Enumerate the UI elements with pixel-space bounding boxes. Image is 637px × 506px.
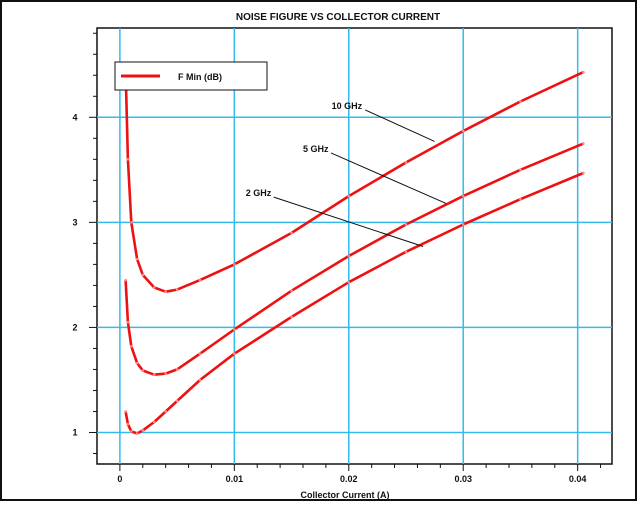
x-tick-label: 0.03	[454, 474, 472, 484]
data-point-2-ghz	[164, 410, 167, 413]
data-point-5-ghz	[519, 168, 522, 172]
data-point-10-ghz	[347, 194, 351, 198]
data-point-5-ghz	[198, 352, 202, 355]
data-point-2-ghz	[290, 315, 293, 319]
data-point-10-ghz	[461, 129, 465, 133]
y-tick-label: 2	[72, 322, 77, 332]
data-point-10-ghz	[582, 70, 585, 74]
series-line-10-ghz	[124, 69, 584, 294]
series-line-2-ghz	[124, 171, 584, 435]
data-point-10-ghz	[404, 161, 408, 164]
y-tick-label: 4	[72, 112, 77, 122]
annotation-leader-line	[365, 109, 435, 142]
data-point-10-ghz	[233, 263, 236, 266]
annotation-label: 10 GHz	[332, 101, 363, 111]
data-point-2-ghz	[582, 171, 585, 175]
y-tick-label: 1	[72, 427, 77, 437]
series-layer	[124, 68, 585, 435]
legend: F Min (dB)	[114, 61, 268, 91]
x-tick-label: 0.01	[226, 474, 244, 484]
annotation-label: 2 GHz	[246, 188, 272, 198]
data-point-5-ghz	[130, 345, 133, 348]
series-line-5-ghz	[124, 142, 584, 377]
data-point-2-ghz	[404, 250, 408, 254]
data-point-5-ghz	[233, 328, 236, 331]
data-point-2-ghz	[461, 223, 465, 226]
annotation-label: 5 GHz	[303, 144, 329, 154]
data-point-10-ghz	[130, 221, 133, 224]
data-point-2-ghz	[135, 432, 139, 435]
legend-label: F Min (dB)	[178, 72, 222, 82]
data-point-2-ghz	[175, 399, 179, 403]
data-point-2-ghz	[152, 420, 156, 424]
annotation-layer: 10 GHz 5 GHz 2 GHz	[246, 101, 447, 247]
plot-frame	[96, 27, 613, 465]
data-point-10-ghz	[152, 286, 156, 289]
data-point-2-ghz	[124, 410, 127, 413]
data-point-5-ghz	[141, 369, 145, 372]
data-point-5-ghz	[152, 373, 156, 376]
y-tick-label: 3	[72, 217, 77, 227]
data-point-2-ghz	[233, 352, 236, 355]
data-point-10-ghz	[290, 231, 293, 235]
data-point-2-ghz	[198, 378, 202, 382]
data-point-5-ghz	[126, 320, 130, 324]
x-tick-label: 0.04	[569, 474, 587, 484]
x-tick-label: 0.02	[340, 474, 358, 484]
x-axis-label: Collector Current (A)	[300, 490, 389, 500]
axes: 0 0.01 0.02 0.03 0.04 1 2 3 4	[72, 32, 602, 484]
data-point-5-ghz	[124, 278, 127, 282]
data-point-10-ghz	[135, 257, 139, 261]
data-point-2-ghz	[347, 280, 351, 284]
data-point-2-ghz	[126, 422, 130, 426]
data-point-5-ghz	[290, 289, 293, 292]
data-point-2-ghz	[130, 430, 133, 433]
data-point-10-ghz	[198, 278, 202, 282]
data-point-5-ghz	[135, 361, 139, 365]
data-point-2-ghz	[519, 197, 522, 201]
data-point-2-ghz	[141, 429, 145, 432]
data-point-10-ghz	[126, 158, 130, 161]
grid	[97, 28, 612, 464]
data-point-5-ghz	[582, 142, 585, 145]
x-tick-label: 0	[117, 474, 122, 484]
chart-title: NOISE FIGURE VS COLLECTOR CURRENT	[236, 12, 440, 23]
data-point-5-ghz	[164, 372, 167, 375]
data-point-5-ghz	[461, 194, 465, 198]
data-point-10-ghz	[519, 100, 522, 103]
data-point-5-ghz	[347, 254, 351, 258]
data-point-5-ghz	[404, 223, 408, 226]
data-point-10-ghz	[175, 288, 179, 291]
annotation-leader-line	[330, 152, 447, 204]
data-point-10-ghz	[141, 273, 145, 277]
data-point-10-ghz	[164, 290, 167, 294]
data-point-5-ghz	[175, 368, 179, 371]
annotation-leader-line	[273, 196, 424, 247]
